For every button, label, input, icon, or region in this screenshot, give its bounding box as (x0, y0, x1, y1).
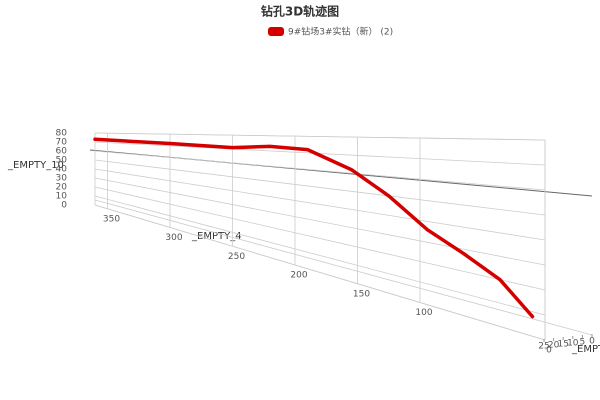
y-tick-label: 200 (290, 271, 307, 281)
z-tick-label: 40 (56, 165, 68, 175)
grid-line (94, 177, 546, 266)
y-tick-label: 150 (353, 289, 370, 299)
x-tick-label: 5 (580, 338, 586, 348)
grid-line (94, 168, 546, 241)
x-tick-label: 20 (548, 341, 560, 351)
grid-line (94, 204, 546, 341)
z-tick-label: 80 (56, 129, 68, 139)
z-tick-label: 50 (56, 156, 68, 166)
z-tick-label: 70 (56, 138, 68, 148)
x-tick-label: 25 (538, 342, 549, 352)
z-tick-label: 20 (56, 183, 68, 193)
grid-line (94, 195, 546, 316)
x-axis-name: _EMPT (571, 344, 600, 355)
y-tick-label: 0 (546, 346, 552, 356)
y-tick-label: 250 (228, 252, 245, 262)
x-tick-label: 10 (567, 339, 579, 349)
legend-label: 9#钻场3#实钻（新） (2) (288, 26, 393, 38)
y-tick-label: 100 (415, 308, 432, 318)
grid-line (94, 159, 546, 216)
z-tick-label: 10 (56, 192, 68, 202)
box-edge (94, 199, 593, 336)
legend-swatch (268, 27, 284, 36)
chart-title: 钻孔3D轨迹图 (261, 4, 339, 19)
grid-line (94, 186, 546, 291)
z-tick-label: 60 (56, 147, 68, 157)
z-tick-label: 30 (56, 174, 68, 184)
y-tick-label: 300 (165, 233, 182, 243)
y-axis-name: _EMPTY_4 (191, 231, 242, 242)
x-tick-label: 0 (589, 337, 595, 347)
x-tick-label: 15 (557, 340, 568, 350)
y-tick-label: 350 (103, 214, 120, 224)
trajectory-line (93, 137, 535, 319)
z-tick-label: 0 (61, 201, 67, 211)
z-axis-name: _EMPTY_10 (7, 160, 64, 171)
grid-line (94, 132, 546, 141)
